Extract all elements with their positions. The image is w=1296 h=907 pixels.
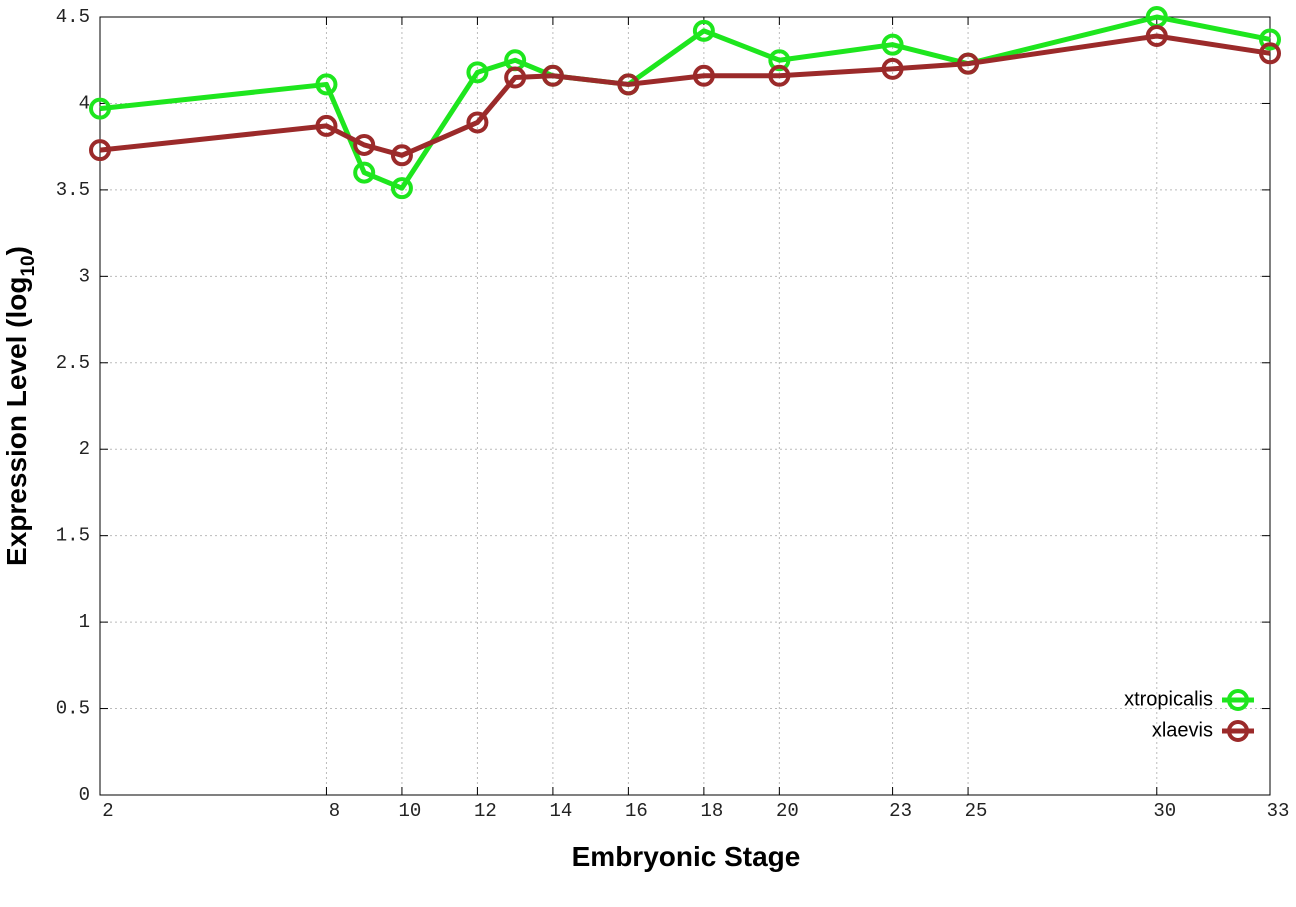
y-tick-label: 0.5 — [56, 698, 90, 720]
x-tick-label: 8 — [329, 800, 340, 822]
legend-label: xlaevis — [1152, 719, 1213, 741]
y-tick-label: 2.5 — [56, 352, 90, 374]
data-point — [315, 73, 338, 96]
data-point — [957, 52, 980, 75]
data-point — [768, 49, 791, 72]
y-axis-title: Expression Level (log10) — [1, 246, 39, 566]
y-tick-label: 4 — [79, 92, 90, 114]
data-point — [1145, 25, 1168, 48]
legend-marker — [1227, 720, 1249, 742]
y-tick-label: 0 — [79, 784, 90, 806]
x-tick-label: 23 — [889, 800, 912, 822]
x-tick-label: 14 — [549, 800, 572, 822]
y-tick-label: 2 — [79, 438, 90, 460]
data-point — [315, 114, 338, 137]
x-tick-label: 20 — [776, 800, 799, 822]
data-point — [353, 133, 376, 156]
x-tick-label: 25 — [965, 800, 988, 822]
data-point — [541, 64, 564, 87]
data-point — [617, 73, 640, 96]
data-point — [466, 111, 489, 134]
plot-frame — [99, 16, 1271, 796]
legend-label: xtropicalis — [1124, 688, 1213, 710]
data-point — [881, 57, 904, 80]
x-axis-title: Embryonic Stage — [572, 841, 801, 872]
data-point — [1259, 28, 1281, 51]
data-point — [692, 19, 715, 42]
y-axis-title-end: ) — [1, 246, 32, 255]
data-point — [881, 33, 904, 56]
y-tick-label: 3 — [79, 265, 90, 287]
data-point — [466, 61, 489, 84]
data-point — [390, 144, 413, 167]
data-point — [692, 64, 715, 87]
series-line — [99, 33, 1271, 158]
x-tick-label: 18 — [700, 800, 723, 822]
legend-marker — [1227, 689, 1249, 711]
data-point — [504, 66, 527, 89]
y-tick-label: 1 — [79, 611, 90, 633]
y-tick-label: 1.5 — [56, 525, 90, 547]
x-tick-label: 30 — [1153, 800, 1176, 822]
data-point — [768, 64, 791, 87]
y-tick-label: 3.5 — [56, 179, 90, 201]
data-point — [89, 97, 111, 120]
x-tick-label: 2 — [102, 800, 113, 822]
y-tick-label: 4.5 — [56, 6, 90, 28]
data-point — [1259, 42, 1281, 65]
data-point — [89, 139, 111, 162]
data-point — [390, 177, 413, 200]
y-axis-title-sub: 10 — [18, 255, 39, 276]
y-axis-title-main: Expression Level (log — [1, 277, 32, 566]
x-tick-label: 10 — [399, 800, 422, 822]
x-tick-label: 12 — [474, 800, 497, 822]
data-point — [353, 161, 376, 184]
x-tick-label: 33 — [1267, 800, 1290, 822]
x-tick-label: 16 — [625, 800, 648, 822]
